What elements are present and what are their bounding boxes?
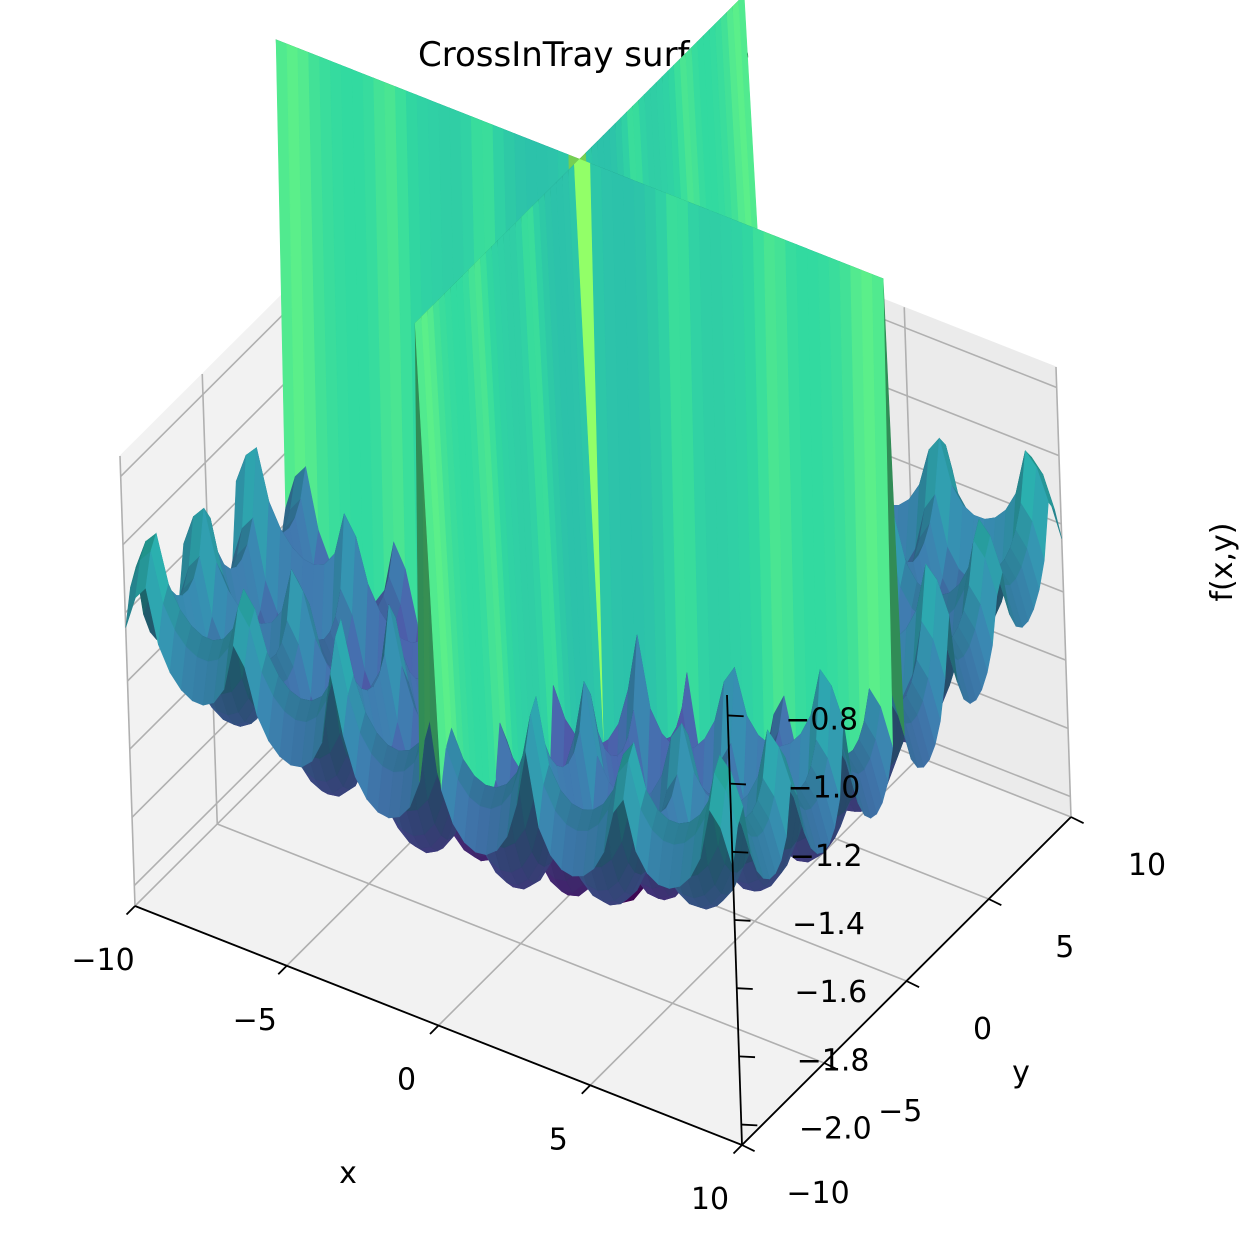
x-tick <box>125 905 136 916</box>
x-axis-label: x <box>339 1156 357 1191</box>
x-tick <box>429 1024 440 1035</box>
y-tick <box>906 980 920 988</box>
z-tick-label: −0.8 <box>785 702 858 737</box>
surface-plot <box>125 0 1063 910</box>
x-tick-label: −10 <box>71 943 134 978</box>
x-tick-label: −5 <box>233 1003 277 1038</box>
x-tick <box>277 965 288 975</box>
z-tick <box>734 919 751 922</box>
z-tick-label: −1.8 <box>797 1043 870 1078</box>
x-tick-label: 10 <box>691 1182 729 1217</box>
grid-line <box>216 823 825 1064</box>
axes: −10 −5 0 5 10 −10 −5 0 5 10 −2.0 −1.8 −1.6 −1.4 −1.2 −1… <box>71 694 1166 1217</box>
z-tick-label: −1.6 <box>794 975 867 1010</box>
z-tick <box>736 987 753 990</box>
y-tick-label: −5 <box>878 1094 922 1129</box>
y-tick-label: 10 <box>1128 848 1166 883</box>
surface-facet <box>720 790 738 867</box>
z-tick-label: −1.2 <box>790 839 863 874</box>
z-axis-label: f(x,y) <box>1205 522 1240 601</box>
y-tick <box>741 1144 755 1152</box>
y-tick <box>1070 816 1084 824</box>
y-tick <box>823 1062 838 1070</box>
z-tick-label: −1.4 <box>792 907 865 942</box>
x-tick <box>581 1084 591 1095</box>
z-tick <box>732 850 749 854</box>
y-tick-label: 0 <box>973 1012 992 1047</box>
z-tick-label: −2.0 <box>799 1112 872 1147</box>
y-tick-label: −10 <box>786 1176 849 1211</box>
x-tick-label: 0 <box>397 1063 416 1098</box>
z-tick <box>741 1123 758 1127</box>
z-tick <box>739 1055 756 1059</box>
z-tick <box>727 714 744 718</box>
y-tick-label: 5 <box>1055 930 1074 965</box>
z-tick <box>729 782 746 786</box>
y-axis-label: y <box>1012 1055 1030 1090</box>
x-tick <box>732 1144 743 1155</box>
y-tick <box>988 898 1002 906</box>
z-tick-label: −1.0 <box>788 771 861 806</box>
x-tick-label: 5 <box>549 1122 568 1157</box>
